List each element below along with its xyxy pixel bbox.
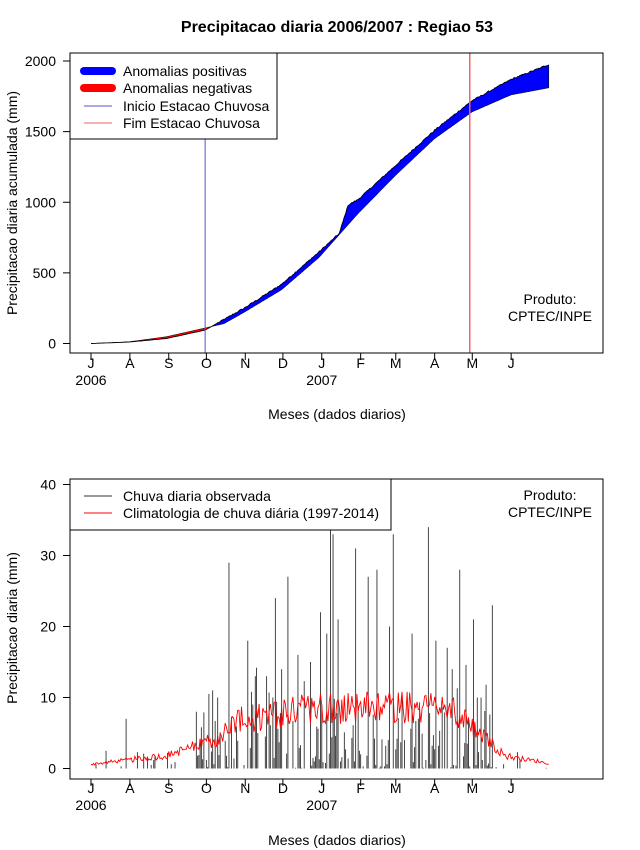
month-tick-label: D — [278, 780, 288, 796]
month-tick-label: J — [318, 780, 325, 796]
month-tick-label: J — [318, 355, 325, 371]
legend-label-observed: Chuva diaria observada — [123, 488, 271, 504]
legend-label-climatology: Climatologia de chuva diária (1997-2014) — [123, 505, 379, 521]
top-legend: Anomalias positivas Anomalias negativas … — [69, 52, 278, 140]
month-tick-label: N — [240, 780, 250, 796]
top-y-tick-label: 1000 — [25, 194, 56, 210]
bottom-y-axis-label: Precipitacao diaria (mm) — [4, 552, 20, 704]
month-tick-label: S — [164, 355, 173, 371]
bottom-credit-line-2: CPTEC/INPE — [508, 504, 592, 520]
bottom-y-axis: 0 10 20 30 40 — [40, 477, 71, 777]
bottom-y-tick-label: 10 — [40, 690, 56, 706]
top-chart-title: Precipitacao diaria 2006/2007 : Regiao 5… — [181, 19, 493, 36]
top-plot-data — [91, 53, 550, 353]
bottom-x-axis-label: Meses (dados diarios) — [268, 832, 406, 848]
top-x-axis-label: Meses (dados diarios) — [268, 406, 406, 422]
observed-cumulative-line — [91, 64, 549, 344]
bottom-y-tick-label: 30 — [40, 548, 56, 564]
top-panel: Precipitacao diaria 2006/2007 : Regiao 5… — [4, 19, 604, 422]
month-tick-label: F — [356, 780, 365, 796]
month-tick-label: S — [164, 780, 173, 796]
month-tick-label: M — [466, 355, 478, 371]
top-y-axis: 0 500 1000 1500 2000 — [25, 53, 71, 352]
top-y-tick-label: 500 — [33, 265, 57, 281]
legend-label-onset: Inicio Estacao Chuvosa — [123, 98, 270, 114]
year-label: 2006 — [75, 797, 106, 813]
top-y-tick-label: 2000 — [25, 53, 56, 69]
month-tick-label: D — [278, 355, 288, 371]
legend-label-end: Fim Estacao Chuvosa — [123, 115, 260, 131]
negative-anomaly-band — [104, 326, 211, 344]
month-tick-label: M — [466, 780, 478, 796]
bottom-legend-box — [69, 478, 392, 531]
top-credit-line-2: CPTEC/INPE — [508, 308, 592, 324]
legend-label-negative: Anomalias negativas — [123, 80, 252, 96]
month-tick-label: A — [125, 355, 135, 371]
month-tick-label: F — [356, 355, 365, 371]
month-tick-label: J — [508, 355, 515, 371]
year-label: 2007 — [306, 372, 337, 388]
top-y-axis-label: Precipitacao diaria acumulada (mm) — [4, 91, 20, 315]
top-y-tick-label: 0 — [48, 336, 56, 352]
month-tick-label: M — [390, 780, 402, 796]
year-label: 2006 — [75, 372, 106, 388]
bottom-legend: Chuva diaria observada Climatologia de c… — [69, 478, 392, 531]
month-tick-label: O — [201, 780, 212, 796]
month-tick-label: J — [88, 780, 95, 796]
month-tick-label: A — [430, 355, 440, 371]
year-label: 2007 — [306, 797, 337, 813]
bottom-credit-line-1: Produto: — [524, 487, 577, 503]
month-tick-label: J — [508, 780, 515, 796]
top-credit-line-1: Produto: — [524, 291, 577, 307]
legend-label-positive: Anomalias positivas — [123, 63, 247, 79]
climatology-line — [90, 691, 549, 766]
bottom-plot-data — [90, 484, 549, 769]
month-tick-label: N — [240, 355, 250, 371]
bottom-y-tick-label: 40 — [40, 477, 56, 493]
month-tick-label: A — [430, 780, 440, 796]
bottom-y-tick-label: 20 — [40, 619, 56, 635]
month-tick-label: A — [125, 780, 135, 796]
top-y-tick-label: 1500 — [25, 124, 56, 140]
month-tick-label: M — [390, 355, 402, 371]
bottom-y-tick-label: 0 — [48, 761, 56, 777]
month-tick-label: J — [88, 355, 95, 371]
month-tick-label: O — [201, 355, 212, 371]
